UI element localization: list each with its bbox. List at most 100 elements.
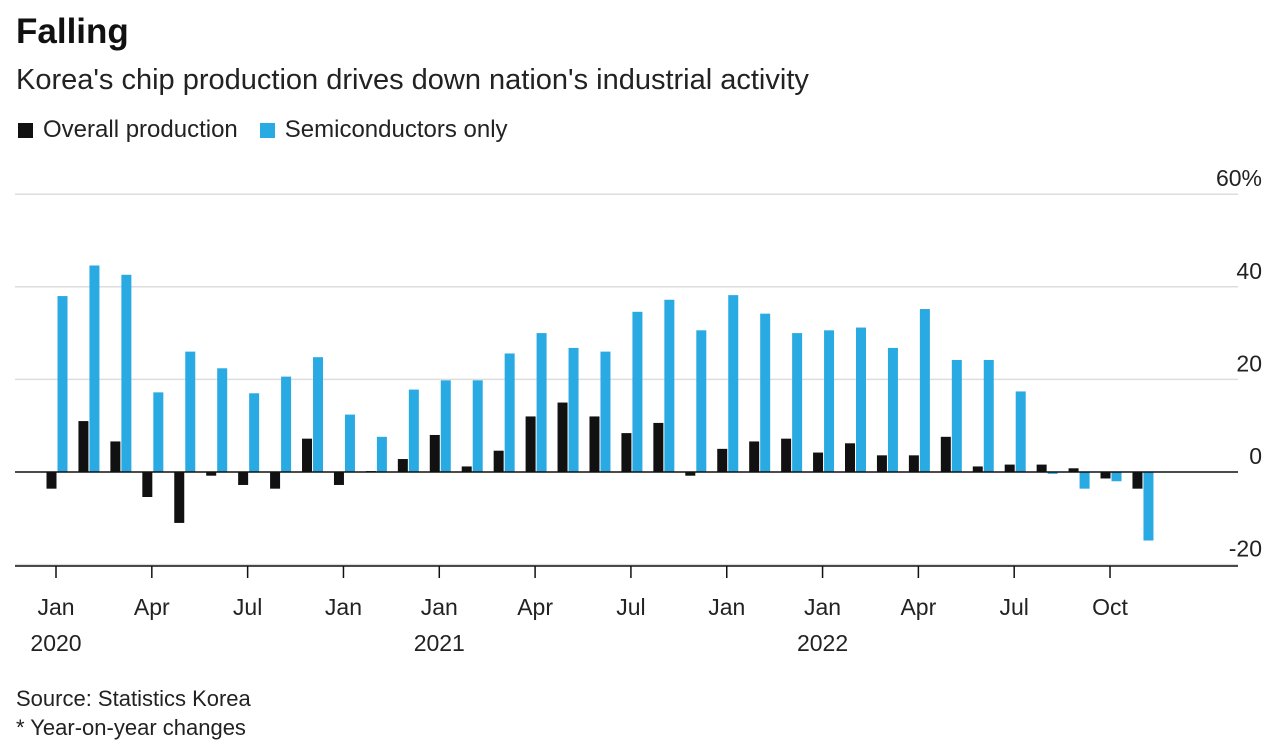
bar-overall bbox=[142, 472, 153, 498]
bar-overall bbox=[238, 472, 249, 485]
chart-title: Falling bbox=[16, 12, 129, 51]
y-tick-label: -20 bbox=[1229, 536, 1262, 562]
bar-overall bbox=[78, 421, 89, 472]
legend-label-overall: Overall production bbox=[43, 116, 238, 143]
bar-semiconductors bbox=[1143, 472, 1154, 541]
bar-semiconductors bbox=[249, 393, 260, 472]
bar-overall bbox=[1004, 464, 1015, 472]
bar-overall bbox=[333, 472, 344, 485]
x-tick-label: Jul bbox=[233, 594, 262, 620]
bar-semiconductors bbox=[217, 368, 228, 472]
bar-semiconductors bbox=[792, 333, 803, 472]
x-tick-label: Jul bbox=[616, 594, 645, 620]
bar-overall bbox=[174, 472, 185, 523]
bar-overall bbox=[557, 402, 568, 472]
x-tick-label: Apr bbox=[134, 594, 170, 620]
legend-label-semiconductors: Semiconductors only bbox=[284, 116, 508, 143]
bar-overall bbox=[653, 422, 664, 472]
chart-subtitle: Korea's chip production drives down nati… bbox=[16, 64, 809, 96]
bar-overall bbox=[717, 448, 728, 472]
bar-semiconductors bbox=[1047, 472, 1058, 474]
bar-overall bbox=[781, 438, 792, 472]
x-tick-label: Apr bbox=[517, 594, 553, 620]
bar-semiconductors bbox=[472, 380, 483, 472]
bar-overall bbox=[429, 434, 440, 472]
bar-semiconductors bbox=[919, 309, 930, 472]
bar-overall bbox=[589, 416, 600, 472]
bar-overall bbox=[1068, 468, 1079, 472]
bar-semiconductors bbox=[664, 299, 675, 472]
bar-overall bbox=[940, 436, 951, 472]
y-tick-label: 60% bbox=[1216, 165, 1262, 191]
bar-semiconductors bbox=[760, 313, 771, 472]
bar-semiconductors bbox=[1111, 472, 1122, 482]
y-tick-label: 20 bbox=[1236, 350, 1262, 376]
bar-semiconductors bbox=[951, 359, 962, 472]
bar-semiconductors bbox=[153, 392, 164, 472]
bar-semiconductors bbox=[696, 330, 707, 472]
x-tick-year-label: 2020 bbox=[30, 630, 81, 656]
bar-overall bbox=[46, 472, 57, 489]
bar-overall bbox=[397, 459, 408, 472]
bar-overall bbox=[972, 466, 983, 472]
legend-item-overall: Overall production bbox=[18, 116, 238, 144]
bar-semiconductors bbox=[121, 274, 132, 472]
bar-semiconductors bbox=[376, 436, 387, 472]
x-tick-year-label: 2021 bbox=[414, 630, 465, 656]
bar-semiconductors bbox=[536, 333, 547, 472]
x-tick-label: Jan bbox=[804, 594, 841, 620]
legend-swatch-overall bbox=[18, 122, 33, 138]
x-tick-year-label: 2022 bbox=[797, 630, 848, 656]
bar-overall bbox=[525, 416, 536, 472]
bar-semiconductors bbox=[408, 389, 419, 472]
x-tick-label: Jan bbox=[421, 594, 458, 620]
bar-semiconductors bbox=[344, 414, 355, 472]
bar-overall bbox=[1132, 472, 1143, 489]
legend-item-semiconductors: Semiconductors only bbox=[259, 116, 508, 144]
y-tick-label: 40 bbox=[1236, 258, 1262, 284]
bar-semiconductors bbox=[504, 353, 515, 472]
bar-semiconductors bbox=[983, 359, 994, 472]
x-tick-label: Jul bbox=[999, 594, 1028, 620]
x-tick-label: Jan bbox=[37, 594, 74, 620]
x-tick-label: Jan bbox=[325, 594, 362, 620]
bar-semiconductors bbox=[568, 347, 579, 472]
bar-semiconductors bbox=[824, 330, 835, 472]
bar-semiconductors bbox=[440, 380, 451, 472]
bar-overall bbox=[845, 443, 855, 472]
bar-semiconductors bbox=[281, 376, 292, 472]
bar-overall bbox=[461, 466, 472, 472]
legend: Overall production Semiconductors only bbox=[18, 116, 530, 144]
bar-overall bbox=[110, 441, 121, 472]
bar-overall bbox=[749, 441, 760, 472]
bar-semiconductors bbox=[856, 327, 866, 472]
bar-overall bbox=[270, 472, 281, 489]
bar-overall bbox=[621, 433, 632, 472]
y-tick-label: 0 bbox=[1249, 443, 1262, 469]
bar-overall bbox=[908, 455, 919, 472]
bar-semiconductors bbox=[1079, 472, 1090, 489]
bar-overall bbox=[302, 438, 313, 472]
bar-overall bbox=[813, 452, 824, 472]
bar-overall bbox=[685, 472, 696, 476]
bar-semiconductors bbox=[728, 295, 739, 472]
bar-semiconductors bbox=[1015, 391, 1026, 472]
bar-overall bbox=[876, 455, 887, 472]
bar-semiconductors bbox=[185, 351, 196, 472]
bar-semiconductors bbox=[89, 265, 100, 472]
bar-overall bbox=[493, 450, 504, 472]
bar-semiconductors bbox=[887, 347, 898, 472]
bar-semiconductors bbox=[632, 311, 643, 472]
x-tick-label: Oct bbox=[1092, 594, 1128, 620]
bar-semiconductors bbox=[57, 296, 68, 472]
bar-overall bbox=[206, 472, 217, 476]
bar-semiconductors bbox=[600, 351, 611, 472]
x-tick-label: Apr bbox=[900, 594, 936, 620]
chart-footer: Source: Statistics Korea * Year-on-year … bbox=[16, 684, 251, 742]
bar-overall bbox=[1100, 472, 1111, 479]
source-note: Source: Statistics Korea bbox=[16, 686, 251, 711]
legend-swatch-semiconductors bbox=[259, 122, 275, 138]
bar-overall bbox=[1036, 464, 1047, 472]
bar-semiconductors bbox=[313, 357, 324, 472]
